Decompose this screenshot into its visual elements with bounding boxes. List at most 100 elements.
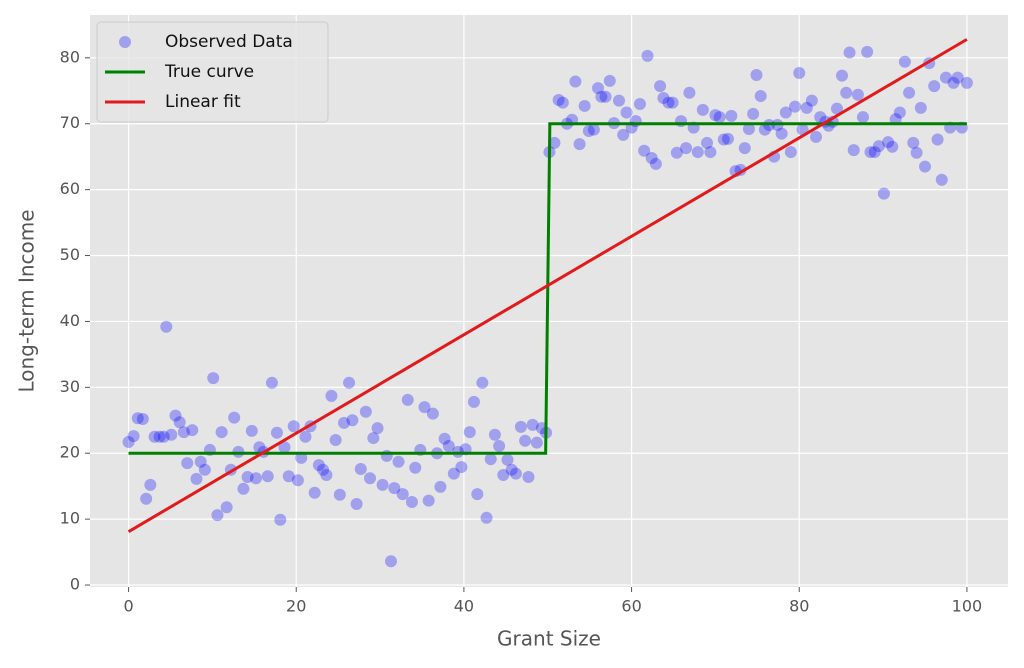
y-tick-label: 40 <box>60 311 80 330</box>
scatter-point <box>480 511 493 524</box>
scatter-point <box>497 468 510 481</box>
scatter-point <box>587 123 600 136</box>
scatter-point <box>519 434 532 447</box>
scatter-point <box>177 426 190 439</box>
scatter-point <box>907 136 920 149</box>
scatter-point <box>194 455 207 468</box>
scatter-point <box>747 107 760 120</box>
scatter-point <box>173 416 186 429</box>
scatter-point <box>836 69 849 82</box>
scatter-point <box>947 76 960 89</box>
y-axis-label: Long-term Income <box>15 209 39 392</box>
y-tick-label: 0 <box>70 575 80 594</box>
x-tick-label: 100 <box>952 597 983 616</box>
scatter-point <box>409 461 422 474</box>
scatter-point <box>160 320 173 333</box>
scatter-point <box>680 142 693 155</box>
scatter-point <box>312 459 325 472</box>
scatter-point <box>556 96 569 109</box>
scatter-point <box>384 555 397 568</box>
scatter-point <box>253 441 266 454</box>
scatter-point <box>241 470 254 483</box>
x-tick-label: 80 <box>789 597 809 616</box>
legend-swatch <box>119 36 131 48</box>
scatter-point <box>371 422 384 435</box>
scatter-point <box>131 412 144 425</box>
scatter-point <box>928 80 941 93</box>
scatter-point <box>144 478 157 491</box>
scatter-point <box>526 418 539 431</box>
scatter-point <box>136 412 149 425</box>
scatter-point <box>157 430 170 443</box>
scatter-point <box>434 480 447 493</box>
scatter-point <box>599 90 612 103</box>
scatter-point <box>649 157 662 170</box>
scatter-point <box>666 96 679 109</box>
y-tick-label: 30 <box>60 377 80 396</box>
x-tick-label: 40 <box>454 597 474 616</box>
scatter-point <box>127 430 140 443</box>
scatter-point <box>442 439 455 452</box>
scatter-point <box>868 146 881 159</box>
scatter-point <box>898 55 911 68</box>
scatter-point <box>522 470 535 483</box>
scatter-point <box>814 111 827 124</box>
scatter-point <box>169 409 182 422</box>
scatter-point <box>800 101 813 114</box>
scatter-point <box>455 461 468 474</box>
scatter-point <box>186 424 199 437</box>
scatter-point <box>418 401 431 414</box>
scatter-point <box>704 146 717 159</box>
line <box>128 122 967 455</box>
scatter-point <box>140 492 153 505</box>
scatter-point <box>629 115 642 128</box>
scatter-point <box>851 88 864 101</box>
line <box>127 38 968 533</box>
scatter-point <box>350 497 363 510</box>
scatter-point <box>471 488 484 501</box>
scatter-point <box>198 463 211 476</box>
y-tick-label: 70 <box>60 113 80 132</box>
scatter-point <box>329 434 342 447</box>
x-tick-label: 60 <box>621 597 641 616</box>
scatter-point <box>514 420 527 433</box>
scatter-point <box>939 71 952 84</box>
scatter-point <box>893 106 906 119</box>
scatter-point <box>709 109 722 122</box>
marks <box>122 38 973 568</box>
y-tick-label: 50 <box>60 245 80 264</box>
legend: Observed Data True curve Linear fit <box>96 21 329 123</box>
scatter-point <box>960 76 973 89</box>
scatter-point <box>484 453 497 466</box>
scatter-point <box>367 432 380 445</box>
y-tick-label: 80 <box>60 47 80 66</box>
scatter-point <box>493 439 506 452</box>
scatter-point <box>548 136 561 149</box>
scatter-point <box>317 463 330 476</box>
scatter-point <box>405 495 418 508</box>
scatter-point <box>190 472 203 485</box>
scatter-point <box>675 115 688 128</box>
scatter-point <box>789 100 802 113</box>
scatter-point <box>910 146 923 159</box>
scatter-point <box>758 123 771 136</box>
scatter-point <box>359 405 372 418</box>
x-axis-label: Grant Size <box>497 627 601 651</box>
scatter-point <box>754 90 767 103</box>
scatter-point <box>742 123 755 136</box>
scatter-point <box>392 455 405 468</box>
scatter-point <box>463 426 476 439</box>
scatter-point <box>620 106 633 119</box>
scatter-point <box>903 86 916 99</box>
scatter-point <box>401 393 414 406</box>
scatter-point <box>775 127 788 140</box>
scatter-point <box>364 472 377 485</box>
scatter-point <box>843 46 856 59</box>
scatter-point <box>228 411 241 424</box>
scatter-point <box>476 376 489 389</box>
scatter-point <box>657 92 670 105</box>
scatter-point <box>717 133 730 146</box>
scatter-point <box>638 144 651 157</box>
scatter-point <box>207 372 220 385</box>
scatter-point <box>617 128 630 141</box>
